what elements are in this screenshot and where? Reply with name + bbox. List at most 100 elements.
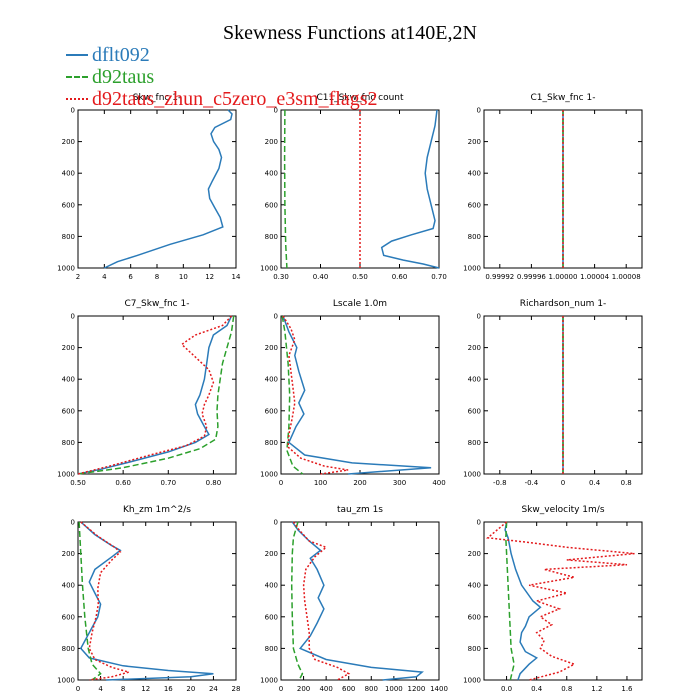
panel-9-xtick-label-2: 0.4 bbox=[531, 685, 543, 693]
panel-8-ytick-label-1: 0 bbox=[274, 519, 278, 527]
panel-6-ytick-label-5: 800 bbox=[468, 439, 481, 447]
panel-1-ytick-label-6: 1000 bbox=[57, 265, 75, 273]
panel-1-xtick-label-4: 8 bbox=[155, 273, 159, 281]
panel-6-ytick-label-6: 1000 bbox=[463, 471, 481, 479]
panel-5-xtick-label-4: 300 bbox=[393, 479, 406, 487]
panel-2: C11_Skw_fnc count 0.30 0.40 0.50 0.60 0.70 0 20… bbox=[260, 93, 447, 281]
panel-8-xtick-label-4: 600 bbox=[342, 685, 355, 693]
panel-4-title: C7_Skw_fnc 1- bbox=[125, 299, 190, 309]
panel-5-ytick-label-2: 200 bbox=[265, 344, 278, 352]
panel-7-series-3 bbox=[80, 521, 132, 681]
panel-4-xtick-label-2: 0.60 bbox=[115, 479, 131, 487]
panel-7-xtick-label-4: 12 bbox=[141, 685, 150, 693]
panel-2-ytick-label-5: 800 bbox=[265, 233, 278, 241]
panel-6-ytick-label-3: 400 bbox=[468, 376, 481, 384]
panel-9-series-1 bbox=[504, 521, 542, 681]
panel-6: Richardson_num 1- -0.8 -0.4 0 0.4 0.8 0 200 400 6… bbox=[463, 299, 643, 487]
panel-1-xtick-label-3: 6 bbox=[128, 273, 133, 281]
panel-1-ytick-label-4: 600 bbox=[62, 201, 75, 209]
panel-9-ytick-label-3: 400 bbox=[468, 582, 481, 590]
panel-3-xtick-label-5: 1.00008 bbox=[612, 273, 641, 281]
panel-2-ytick-label-3: 400 bbox=[265, 170, 278, 178]
panel-5-series-2 bbox=[281, 315, 304, 475]
panel-1-ytick-label-5: 800 bbox=[62, 233, 75, 241]
panel-5-xtick-label-5: 400 bbox=[432, 479, 445, 487]
panel-1-xtick-label-1: 2 bbox=[76, 273, 80, 281]
panel-3-xtick-label-2: 0.99996 bbox=[517, 273, 546, 281]
panel-3-ytick-label-5: 800 bbox=[468, 233, 481, 241]
panel-8-ytick-label-4: 600 bbox=[265, 613, 278, 621]
panel-2-ytick-label-4: 600 bbox=[265, 201, 278, 209]
panel-8-series-3 bbox=[292, 521, 351, 681]
panel-7-series-1 bbox=[79, 521, 214, 681]
panel-2-title: C11_Skw_fnc count bbox=[316, 93, 404, 103]
panel-7-title: Kh_zm 1m^2/s bbox=[123, 505, 191, 515]
panel-2-series-1 bbox=[380, 109, 440, 269]
panel-9-ytick-label-2: 200 bbox=[468, 550, 481, 558]
panel-3-title: C1_Skw_fnc 1- bbox=[531, 93, 596, 103]
panel-3-ytick-label-2: 200 bbox=[468, 138, 481, 146]
panel-4-frame bbox=[77, 315, 237, 475]
panel-3-xtick-label-3: 1.00000 bbox=[549, 273, 578, 281]
panel-8-xtick-label-2: 200 bbox=[297, 685, 310, 693]
panel-3-xtick-label-4: 1.00004 bbox=[580, 273, 609, 281]
panel-9-xtick-label-3: 0.8 bbox=[561, 685, 572, 693]
panel-2-ytick-label-2: 200 bbox=[265, 138, 278, 146]
panel-2-xtick-label-4: 0.60 bbox=[392, 273, 408, 281]
panel-7-ytick-label-4: 600 bbox=[62, 613, 75, 621]
panel-4-ytick-label-6: 1000 bbox=[57, 471, 75, 479]
panel-8-xtick-label-3: 400 bbox=[319, 685, 332, 693]
legend-entry-1: dflt092 bbox=[66, 44, 377, 66]
panel-7-xtick-label-5: 16 bbox=[164, 685, 173, 693]
panel-5-ytick-label-3: 400 bbox=[265, 376, 278, 384]
panel-4-ytick-label-5: 800 bbox=[62, 439, 75, 447]
panel-8-xtick-label-1: 0 bbox=[279, 685, 283, 693]
panel-8-xtick-label-7: 1200 bbox=[408, 685, 426, 693]
panel-4-xtick-label-1: 0.50 bbox=[70, 479, 86, 487]
panel-9-series-2 bbox=[505, 521, 515, 681]
panel-7-ytick-label-2: 200 bbox=[62, 550, 75, 558]
panel-6-xtick-label-5: 0.8 bbox=[621, 479, 632, 487]
panel-4: C7_Skw_fnc 1- 0.50 0.60 0.70 0.80 0 200 400 600 8… bbox=[57, 299, 237, 487]
panel-7: Kh_zm 1m^2/s 0 4 8 12 16 20 24 28 0 200 400 600 800 10… bbox=[57, 505, 240, 693]
legend-label-1: dflt092 bbox=[92, 44, 150, 66]
panel-1-xtick-label-2: 4 bbox=[102, 273, 107, 281]
panel-5-series-1 bbox=[282, 315, 432, 475]
panel-1-xtick-label-7: 14 bbox=[232, 273, 241, 281]
panel-2-xtick-label-5: 0.70 bbox=[431, 273, 447, 281]
panel-8-ytick-label-3: 400 bbox=[265, 582, 278, 590]
legend-entry-2: d92taus bbox=[66, 66, 377, 88]
panel-3-ytick-label-6: 1000 bbox=[463, 265, 481, 273]
panel-7-xtick-label-1: 0 bbox=[76, 685, 80, 693]
panel-9-xtick-label-5: 1.6 bbox=[621, 685, 633, 693]
panel-2-xtick-label-1: 0.30 bbox=[273, 273, 289, 281]
panel-6-ytick-label-4: 600 bbox=[468, 407, 481, 415]
panel-2-xtick-label-2: 0.40 bbox=[313, 273, 329, 281]
panel-6-ytick-label-1: 0 bbox=[477, 313, 481, 321]
panel-1-series-1 bbox=[103, 109, 233, 269]
panel-9: Skw_velocity 1m/s 0.0 0.4 0.8 1.2 1.6 0 200 400 6… bbox=[463, 505, 643, 693]
panel-6-xtick-label-4: 0.4 bbox=[589, 479, 601, 487]
panel-1-xtick-label-5: 10 bbox=[179, 273, 188, 281]
panel-6-ytick-label-2: 200 bbox=[468, 344, 481, 352]
panel-8-series-1 bbox=[291, 521, 424, 681]
panel-5-ytick-label-5: 800 bbox=[265, 439, 278, 447]
legend-swatch-1 bbox=[66, 54, 88, 56]
panel-8-xtick-label-6: 1000 bbox=[385, 685, 403, 693]
panel-9-ytick-label-5: 800 bbox=[468, 645, 481, 653]
panel-7-xtick-label-3: 8 bbox=[121, 685, 125, 693]
panel-9-title: Skw_velocity 1m/s bbox=[521, 505, 604, 515]
panel-1-title: Skw_fnc 1- bbox=[133, 93, 181, 103]
panel-7-xtick-label-8: 28 bbox=[232, 685, 241, 693]
panel-8: tau_zm 1s 0 200 400 600 800 1000 1200 1400 0 200 40… bbox=[260, 505, 448, 693]
panel-8-xtick-label-5: 800 bbox=[365, 685, 378, 693]
panel-7-ytick-label-1: 0 bbox=[71, 519, 75, 527]
panel-2-series-2 bbox=[283, 109, 288, 269]
panel-9-ytick-label-1: 0 bbox=[477, 519, 481, 527]
panel-7-series-2 bbox=[78, 521, 102, 681]
panel-4-ytick-label-1: 0 bbox=[71, 313, 75, 321]
legend-swatch-3 bbox=[66, 98, 88, 100]
panel-3-ytick-label-3: 400 bbox=[468, 170, 481, 178]
panel-1-xtick-label-6: 12 bbox=[205, 273, 214, 281]
